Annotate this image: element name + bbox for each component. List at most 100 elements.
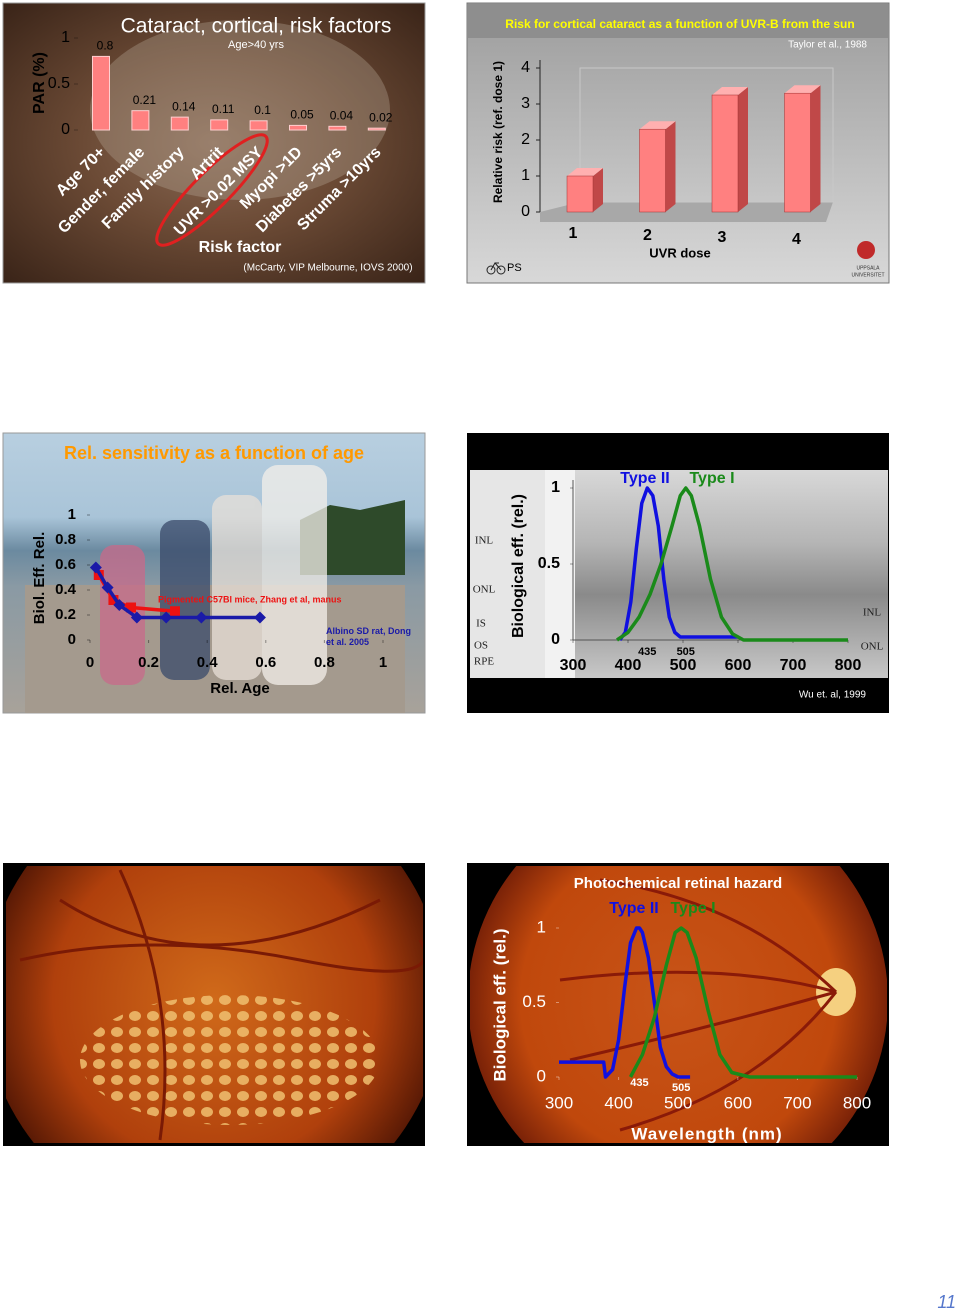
x-axis-label: Rel. Age	[210, 680, 269, 697]
image-label: OS	[474, 640, 488, 652]
bar-side	[738, 87, 748, 212]
series-line	[628, 926, 857, 1079]
slide-background	[2, 2, 426, 284]
y-tick-label: 4	[521, 59, 530, 76]
y-axis-label: PAR (%)	[31, 52, 48, 114]
marker	[195, 611, 208, 624]
x-axis-label: Risk factor	[199, 239, 282, 256]
histology-inset	[470, 470, 545, 678]
x-axis-label: Wavelength (nm)	[631, 1124, 782, 1143]
y-tick-label: 0	[551, 631, 560, 648]
marker	[253, 611, 266, 624]
y-tick-label: 0.5	[522, 992, 546, 1011]
logo-text: UPPSALA	[856, 265, 880, 271]
image-label: ONL	[861, 641, 884, 653]
value-label: 0.05	[290, 108, 314, 122]
y-tick-label: 0	[521, 203, 530, 220]
bar-side	[665, 121, 676, 212]
marker	[108, 595, 119, 605]
bar	[711, 94, 739, 213]
marker	[126, 602, 137, 613]
legend-label: Pigmented C57Bl mice, Zhang et al, manus	[158, 594, 342, 604]
footer-text: PS	[507, 262, 522, 274]
marker	[160, 611, 173, 624]
y-axis-label: Biological eff. (rel.)	[510, 494, 527, 638]
peak-label: 505	[677, 646, 695, 658]
y-tick-label: 2	[521, 131, 530, 148]
bar-top	[784, 85, 821, 94]
bar-top	[639, 121, 676, 130]
bar	[328, 125, 347, 131]
series-line	[559, 926, 691, 1079]
bar	[289, 124, 307, 131]
x-tick-label: 800	[843, 1093, 871, 1112]
x-tick-label: 0.4	[197, 654, 219, 671]
bar	[367, 127, 386, 131]
photo-lens	[90, 20, 390, 200]
y-tick-label: 0.2	[55, 606, 76, 623]
fundus-photo	[6, 866, 423, 1143]
y-axis-label: Biological eff. (rel.)	[490, 928, 509, 1081]
source-note: (McCarty, VIP Melbourne, IOVS 2000)	[243, 263, 412, 274]
x-tick-label: 800	[835, 657, 862, 674]
x-tick-label: 1	[569, 225, 578, 242]
peak-label: 435	[630, 1077, 648, 1089]
x-tick-label: 2	[643, 227, 652, 244]
series-label-text: Albino SD rat, Dong et al. 2005	[326, 626, 411, 647]
marker	[113, 599, 126, 611]
x-tick-label: 0.6	[255, 654, 276, 671]
bar	[639, 128, 666, 213]
series-label: Albino SD rat, Dong et al. 2005	[326, 626, 411, 647]
bar	[131, 110, 150, 131]
series-line	[616, 486, 848, 642]
y-tick-label: 0.5	[538, 555, 560, 572]
marker	[101, 581, 114, 594]
page-number: 11	[937, 1292, 956, 1312]
x-tick-label: 0.2	[138, 654, 159, 671]
logo	[857, 241, 875, 259]
chart-title: Risk for cortical cataract as a function…	[505, 17, 854, 31]
y-tick-label: 1	[551, 479, 560, 496]
x-tick-label: 400	[604, 1093, 632, 1112]
value-label: 0.21	[133, 93, 157, 107]
bar-top	[567, 168, 603, 176]
x-tick-label: 600	[725, 657, 752, 674]
chart-title: Photochemical retinal hazard	[574, 875, 782, 892]
value-label: 0.1	[254, 103, 271, 117]
source-note: Wu et. al, 1999	[799, 690, 867, 701]
y-tick-label: 0.6	[55, 556, 76, 573]
x-tick-label: 700	[783, 1093, 811, 1112]
y-tick-label: 1	[537, 917, 546, 936]
bar	[249, 120, 268, 131]
x-axis-label: UVR dose	[649, 245, 710, 260]
x-tick-label: 500	[664, 1093, 692, 1112]
y-tick-label: 0.4	[55, 581, 77, 598]
x-tick-label: 500	[670, 657, 697, 674]
bar-side	[593, 168, 603, 212]
value-label: 0.02	[369, 110, 393, 124]
image-label: RPE	[474, 656, 494, 668]
x-tick-label: 300	[560, 657, 587, 674]
y-tick-label: 0	[537, 1066, 546, 1085]
marker	[130, 611, 143, 624]
y-tick-label: 3	[521, 95, 530, 112]
y-tick-label: 0.8	[55, 531, 76, 548]
x-tick-label: 4	[792, 231, 801, 248]
chart-title: Cataract, cortical, risk factors	[121, 15, 392, 38]
image-label: INL	[863, 607, 882, 619]
y-tick-label: 1	[521, 167, 530, 184]
y-tick-label: 1	[61, 29, 70, 46]
legend-label: Type I	[689, 470, 734, 487]
logo-text: UNIVERSITET	[851, 272, 884, 278]
chart-subtitle: Age>40 yrs	[228, 39, 284, 51]
bar-top	[712, 87, 748, 95]
bar	[210, 119, 229, 131]
marker	[89, 561, 102, 574]
image-label: IS	[476, 618, 486, 630]
y-tick-label: 0	[68, 631, 76, 648]
source-note: Taylor et al., 1988	[788, 40, 867, 51]
x-tick-label: 300	[545, 1093, 573, 1112]
bar	[92, 55, 110, 131]
